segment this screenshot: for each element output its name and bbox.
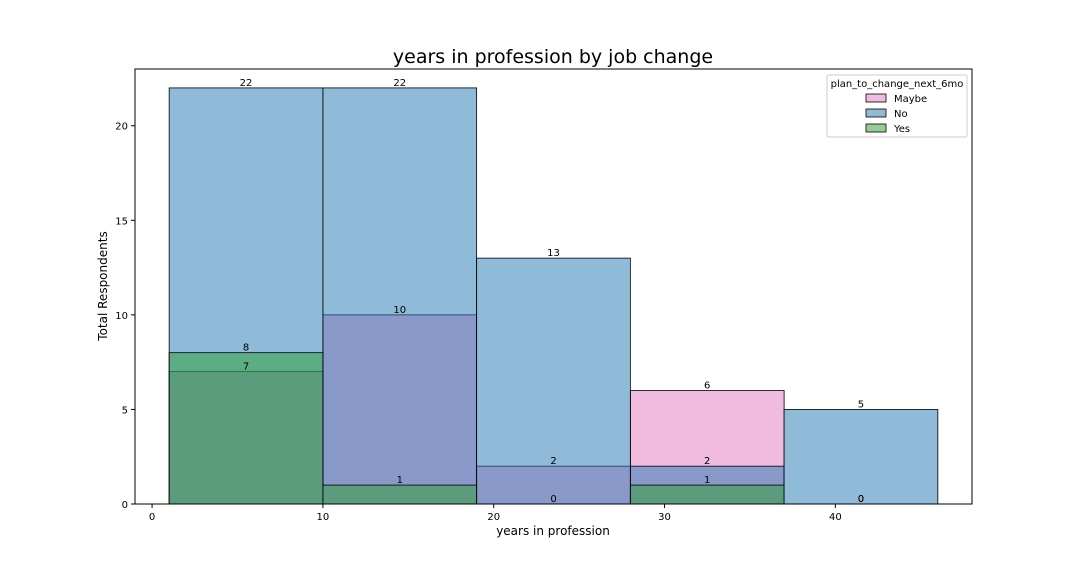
- bar-value-label: 8: [243, 343, 249, 354]
- bar-value-label: 6: [704, 381, 710, 392]
- legend: plan_to_change_next_6mo Maybe No Yes: [826, 74, 968, 138]
- x-tick-label: 10: [317, 512, 330, 523]
- bar-value-label: 0: [550, 494, 556, 505]
- x-axis-label: years in profession: [496, 524, 610, 538]
- legend-title: plan_to_change_next_6mo: [831, 79, 964, 90]
- legend-box: [826, 74, 968, 138]
- bar-value-label: 5: [858, 399, 864, 410]
- bar-value-label: 10: [393, 305, 406, 316]
- y-axis-ticks: 0 5 10 15 20: [115, 122, 135, 511]
- bar-value-label: 0: [858, 494, 864, 505]
- x-tick-label: 30: [658, 512, 671, 523]
- chart-title: years in profession by job change: [393, 46, 713, 68]
- y-tick-label: 10: [115, 311, 128, 322]
- legend-label-no: No: [894, 109, 908, 120]
- bar-value-label: 2: [704, 456, 710, 467]
- legend-items: Maybe No Yes: [865, 93, 927, 135]
- bar-yes-bin-3: [629, 484, 785, 505]
- legend-label-yes: Yes: [893, 124, 910, 135]
- y-tick-label: 5: [122, 405, 128, 416]
- bar-value-label: 1: [704, 475, 710, 486]
- bar-value-label: 7: [243, 362, 249, 373]
- plot-frame: [134, 68, 973, 505]
- legend-swatch-maybe: [865, 93, 887, 103]
- bar-value-label: 0: [858, 494, 864, 505]
- bar-value-label: 22: [240, 78, 253, 89]
- bar-no-bin-2: [476, 257, 631, 505]
- bar-value-label: 13: [547, 248, 560, 259]
- y-axis-label: Total Respondents: [96, 231, 110, 341]
- bar-yes-bin-0: [168, 352, 324, 505]
- bar-no-bin-1: [322, 87, 478, 505]
- x-tick-label: 20: [487, 512, 500, 523]
- legend-swatch-yes: [865, 123, 887, 133]
- legend-label-maybe: Maybe: [894, 94, 927, 105]
- bar-value-label: 2: [550, 456, 556, 467]
- x-axis-ticks: 0 10 20 30 40: [149, 504, 842, 523]
- bar-yes-bin-1: [322, 484, 478, 505]
- y-tick-label: 15: [115, 216, 128, 227]
- x-tick-label: 0: [149, 512, 155, 523]
- legend-swatch-no: [865, 108, 887, 118]
- y-tick-label: 20: [115, 122, 128, 133]
- bar-no-bin-4: [783, 409, 939, 505]
- y-tick-label: 0: [122, 500, 128, 511]
- bar-value-label: 1: [397, 475, 403, 486]
- bars-layer: [168, 87, 939, 505]
- x-tick-label: 40: [829, 512, 842, 523]
- bar-value-label: 22: [393, 78, 406, 89]
